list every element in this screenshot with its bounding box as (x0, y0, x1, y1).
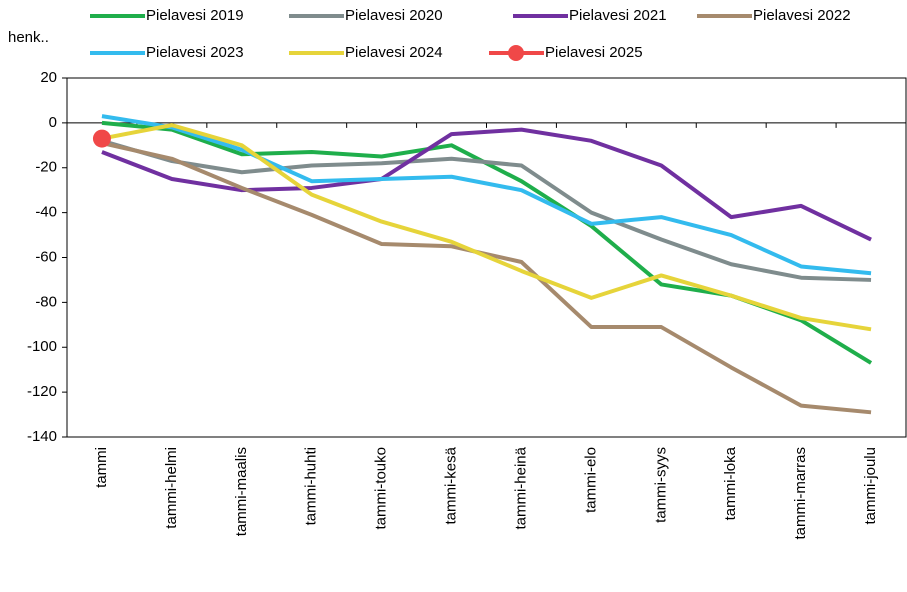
y-tick-label: -60 (35, 248, 57, 265)
x-tick-label: tammi-syys (652, 447, 669, 523)
series-line (101, 138, 872, 282)
y-tick-label: 0 (49, 114, 57, 131)
series-line (101, 141, 872, 415)
x-tick-label: tammi-joulu (862, 447, 879, 525)
legend-label: Pielavesi 2019 (146, 7, 244, 24)
y-tick-label: -80 (35, 293, 57, 310)
legend-label: Pielavesi 2025 (545, 44, 643, 61)
x-tick-label: tammi-kesä (443, 446, 460, 524)
legend-label: Pielavesi 2022 (753, 7, 851, 24)
x-tick-label: tammi-touko (373, 447, 390, 530)
data-point (92, 129, 111, 148)
x-tick-label: tammi-helmi (163, 447, 180, 529)
legend-marker (508, 45, 524, 61)
series-line (101, 123, 872, 332)
legend-label: Pielavesi 2020 (345, 7, 443, 24)
legend-label: Pielavesi 2024 (345, 44, 443, 61)
y-tick-label: -100 (27, 338, 57, 355)
y-tick-label: -40 (35, 204, 57, 221)
legend-label: Pielavesi 2021 (569, 7, 667, 24)
x-tick-label: tammi-marras (792, 447, 809, 540)
x-tick-label: tammi-loka (722, 446, 739, 520)
x-tick-label: tammi-elo (582, 447, 599, 513)
x-tick-label: tammi-maalis (233, 447, 250, 536)
series-line (101, 114, 872, 276)
y-tick-label: 20 (40, 69, 57, 86)
legend-label: Pielavesi 2023 (146, 44, 244, 61)
y-tick-label: -120 (27, 383, 57, 400)
series-line (101, 127, 872, 242)
y-axis-label: henk.. (8, 29, 49, 46)
x-tick-label: tammi-huhti (303, 447, 320, 525)
x-tick-label: tammi (93, 447, 110, 488)
y-tick-label: -20 (35, 159, 57, 176)
y-tick-label: -140 (27, 428, 57, 445)
series-line (101, 120, 873, 365)
x-tick-label: tammi-heinä (512, 446, 529, 529)
